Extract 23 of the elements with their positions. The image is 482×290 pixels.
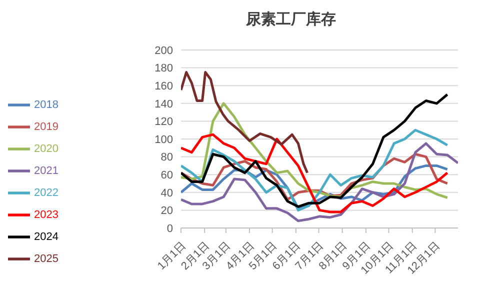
y-tick-label: 80 <box>160 152 173 164</box>
y-tick-label: 100 <box>154 134 173 146</box>
legend-label: 2022 <box>34 186 58 199</box>
y-tick-label: 140 <box>154 98 173 110</box>
y-tick-label: 180 <box>154 62 173 75</box>
y-tick-label: 20 <box>160 205 173 218</box>
line-series <box>181 71 309 174</box>
y-tick-label: 60 <box>160 170 173 182</box>
y-tick-label: 40 <box>160 187 173 200</box>
legend-label: 2019 <box>34 120 58 133</box>
y-tick-label: 160 <box>154 80 173 93</box>
y-tick-label: 120 <box>154 116 173 128</box>
chart-title: 尿素工厂库存 <box>245 10 337 30</box>
line-series <box>181 93 449 208</box>
line-series <box>181 142 458 222</box>
y-tick-label: 200 <box>154 44 173 57</box>
legend-label: 2023 <box>34 208 58 221</box>
legend-label: 2018 <box>34 98 58 111</box>
legend-label: 2020 <box>34 142 58 155</box>
y-tick-label: 0 <box>166 222 173 235</box>
legend-label: 2021 <box>34 164 58 177</box>
legend-label: 2024 <box>34 230 58 243</box>
legend-label: 2025 <box>34 252 58 265</box>
